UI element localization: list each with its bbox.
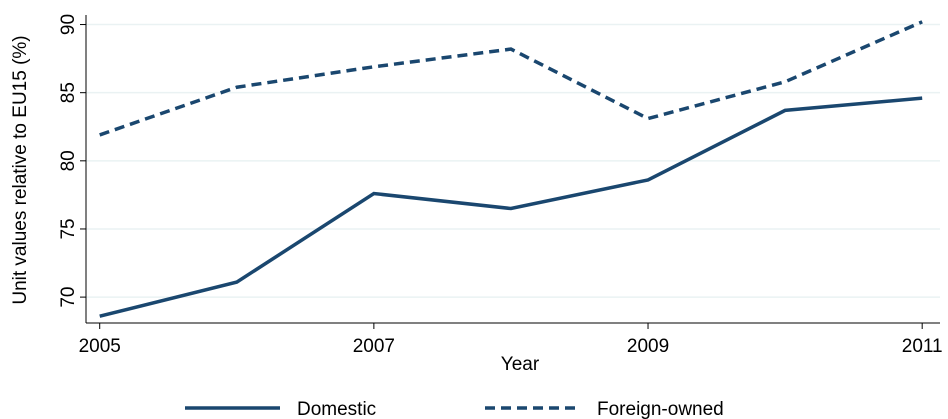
series-line [99, 20, 923, 137]
legend-label: Foreign-owned [597, 399, 724, 419]
y-tick-label: 85 [58, 82, 79, 103]
y-tick-label: 90 [58, 14, 79, 35]
y-axis-label: Unit values relative to EU15 (%) [10, 35, 31, 304]
x-axis-label: Year [501, 354, 540, 375]
series-line [99, 96, 923, 318]
y-tick-label: 70 [58, 287, 79, 308]
y-tick-label: 80 [58, 150, 79, 171]
legend-label: Domestic [297, 399, 376, 419]
x-tick-label: 2009 [627, 336, 669, 357]
x-tick-label: 2011 [902, 336, 943, 357]
x-tick-label: 2007 [353, 336, 395, 357]
x-tick-label: 2005 [79, 336, 121, 357]
y-tick-label: 75 [58, 218, 79, 239]
